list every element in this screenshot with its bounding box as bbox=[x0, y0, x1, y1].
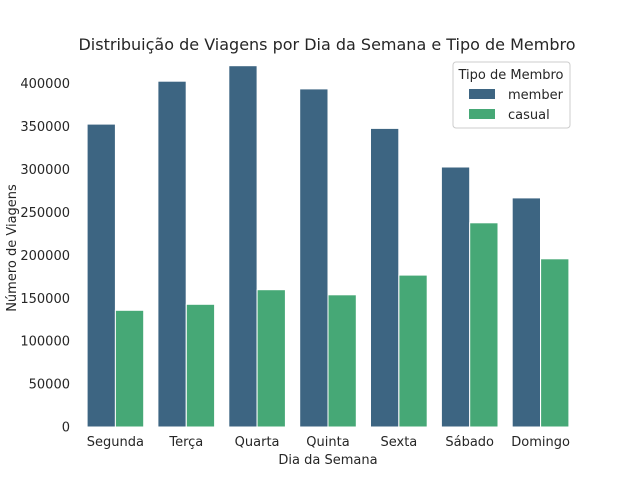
y-tick-label: 100000 bbox=[20, 335, 70, 350]
x-tick-label: Segunda bbox=[87, 435, 144, 450]
x-tick-label: Quinta bbox=[306, 435, 349, 450]
legend-swatch-member bbox=[469, 89, 495, 99]
legend-label-member: member bbox=[508, 88, 564, 103]
bar-casual-quarta bbox=[256, 289, 286, 428]
y-axis: 0 50000 100000 150000 200000 250000 300000 3500… bbox=[20, 77, 70, 435]
legend-label-casual: casual bbox=[508, 108, 550, 123]
legend-swatch-casual bbox=[469, 109, 495, 119]
bar-casual-sexta bbox=[398, 274, 428, 428]
bar-casual-sábado bbox=[469, 222, 499, 428]
legend-title: Tipo de Membro bbox=[457, 68, 563, 83]
y-tick-label: 200000 bbox=[20, 249, 70, 264]
y-axis-label: Número de Viagens bbox=[5, 184, 20, 312]
x-axis-label: Dia da Semana bbox=[278, 453, 377, 468]
bar-member-domingo bbox=[511, 197, 542, 428]
bar-casual-quinta bbox=[327, 294, 357, 428]
x-axis: Segunda Terça Quarta Quinta Sexta Sábado Domin… bbox=[87, 435, 570, 450]
x-tick-label: Sexta bbox=[381, 435, 418, 450]
y-tick-label: 0 bbox=[62, 421, 70, 436]
y-tick-label: 400000 bbox=[20, 77, 70, 92]
bar-member-quinta bbox=[299, 88, 329, 428]
bar-casual-domingo bbox=[540, 258, 570, 428]
x-tick-label: Domingo bbox=[511, 435, 570, 450]
x-tick-label: Sábado bbox=[445, 435, 494, 450]
bar-casual-terça bbox=[185, 303, 216, 428]
legend: Tipo de Membro member casual bbox=[452, 61, 571, 129]
x-tick-label: Terça bbox=[168, 435, 203, 450]
bar-member-quarta bbox=[228, 65, 258, 428]
y-tick-label: 300000 bbox=[20, 163, 70, 178]
bar-member-sábado bbox=[440, 166, 471, 428]
bar-member-segunda bbox=[86, 123, 116, 428]
bar-member-sexta bbox=[370, 127, 400, 428]
y-tick-label: 250000 bbox=[20, 206, 70, 221]
y-tick-label: 50000 bbox=[29, 378, 70, 393]
bar-casual-segunda bbox=[114, 309, 145, 428]
bars-group bbox=[86, 65, 570, 428]
chart-title: Distribuição de Viagens por Dia da Seman… bbox=[78, 35, 575, 54]
bar-member-terça bbox=[157, 80, 187, 428]
y-tick-label: 350000 bbox=[20, 120, 70, 135]
x-tick-label: Quarta bbox=[235, 435, 280, 450]
y-tick-label: 150000 bbox=[20, 292, 70, 307]
